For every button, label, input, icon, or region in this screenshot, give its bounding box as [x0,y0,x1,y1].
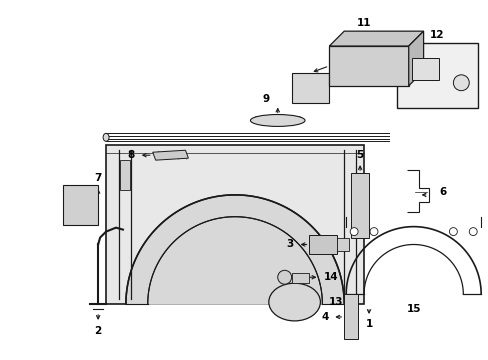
Ellipse shape [250,114,305,126]
Bar [120,160,130,190]
Bar [396,43,477,108]
Bar [291,273,309,283]
Text: 1: 1 [365,319,372,329]
Text: 10: 10 [339,56,354,66]
Bar [63,185,98,225]
Bar [344,294,357,339]
Bar [411,58,439,80]
Polygon shape [408,31,423,86]
Text: 11: 11 [356,18,370,28]
Text: 8: 8 [127,150,134,160]
Text: 15: 15 [406,304,420,314]
Text: 9: 9 [262,94,269,104]
Ellipse shape [268,283,320,321]
Circle shape [468,228,476,235]
Polygon shape [126,195,344,304]
Bar [309,235,337,255]
Text: 7: 7 [94,173,102,183]
Text: 13: 13 [328,297,343,307]
Text: 6: 6 [439,187,446,197]
Bar [291,73,328,103]
Bar [106,145,364,304]
Polygon shape [152,150,188,160]
Circle shape [448,228,456,235]
Bar [328,46,408,86]
Text: 5: 5 [356,150,363,160]
Bar [337,238,348,251]
Text: 3: 3 [285,239,293,249]
FancyArrowPatch shape [404,65,407,68]
Circle shape [452,75,468,91]
Polygon shape [328,31,423,46]
Ellipse shape [103,133,109,141]
Bar [350,173,368,238]
Text: 12: 12 [429,30,444,40]
Text: 2: 2 [94,326,102,336]
Text: 4: 4 [321,312,328,322]
Circle shape [277,270,291,284]
Text: 14: 14 [324,272,338,282]
Circle shape [369,228,377,235]
Circle shape [349,228,357,235]
